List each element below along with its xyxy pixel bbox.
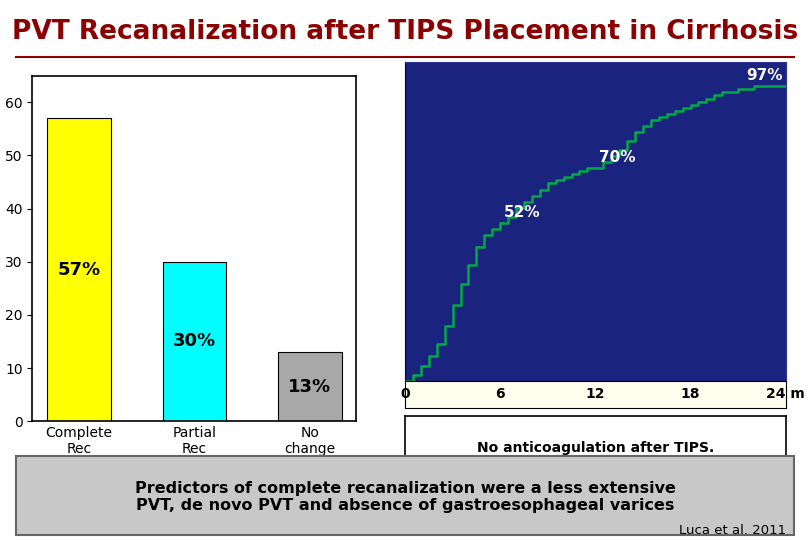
- Text: 6: 6: [496, 387, 505, 401]
- Bar: [278, 352, 342, 421]
- Text: 52%: 52%: [503, 205, 540, 220]
- Text: 13%: 13%: [288, 377, 331, 396]
- Text: 57%: 57%: [58, 261, 100, 279]
- Text: PVT Recanalization after TIPS Placement in Cirrhosis: PVT Recanalization after TIPS Placement …: [12, 19, 798, 45]
- Bar: [47, 118, 111, 421]
- Bar: [163, 262, 226, 421]
- Text: 12: 12: [586, 387, 605, 401]
- Text: Predictors of complete recanalization were a less extensive
PVT, de novo PVT and: Predictors of complete recanalization we…: [134, 481, 676, 513]
- Text: 30%: 30%: [173, 333, 216, 350]
- Text: No anticoagulation after TIPS.
Increased Portal flow?: No anticoagulation after TIPS. Increased…: [477, 441, 714, 471]
- Text: Luca et al. 2011: Luca et al. 2011: [679, 524, 786, 537]
- Text: 70%: 70%: [599, 150, 635, 165]
- Text: 24 m: 24 m: [766, 387, 805, 401]
- Text: 18: 18: [680, 387, 701, 401]
- Text: 97%: 97%: [746, 69, 782, 83]
- Text: 0: 0: [400, 387, 410, 401]
